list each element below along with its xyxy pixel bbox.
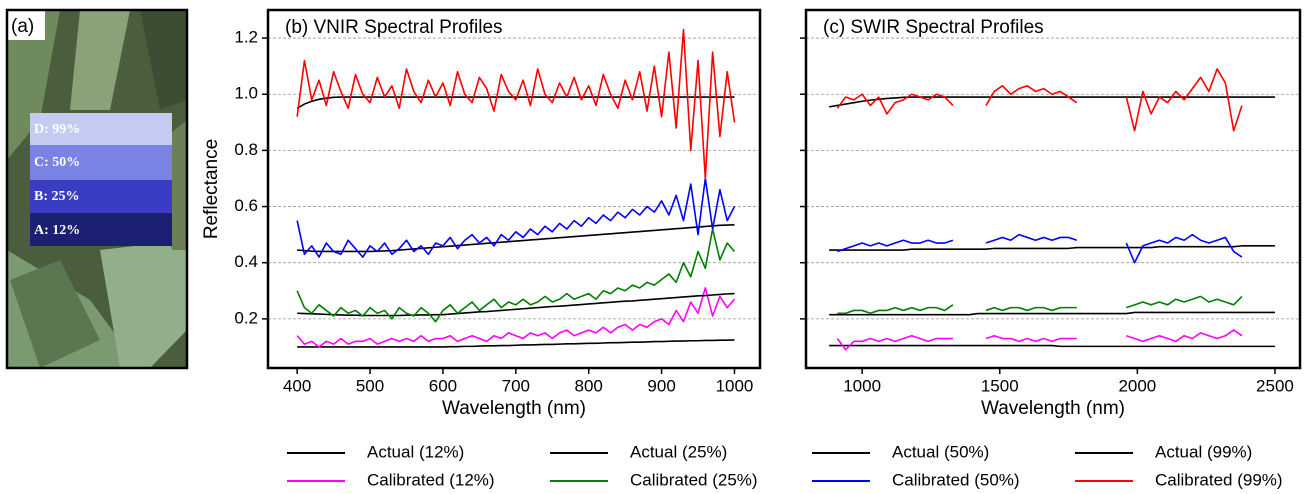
leaf [70,10,130,110]
x-tick-label: 2000 [1118,376,1156,395]
leaf [7,10,60,160]
plot-area [828,68,1275,351]
legend-label: Actual (25%) [630,442,727,461]
x-tick-label: 900 [647,376,675,395]
x-axis-label: Wavelength (nm) [442,398,586,419]
series-line [829,245,1275,251]
x-tick-label: 500 [356,376,384,395]
leaf [100,240,187,368]
legend-label: Actual (50%) [892,442,989,461]
series-line [296,177,736,258]
panel-label-box [7,10,45,40]
series-line [296,28,736,180]
x-tick-label: 2500 [1256,376,1294,395]
leaf [140,10,187,110]
axes-frame [266,8,762,370]
x-tick-label: 1000 [716,376,754,395]
legend-label: Calibrated (25%) [630,470,758,489]
x-tick-label: 1500 [981,376,1019,395]
x-tick-label: 1000 [843,376,881,395]
legend-label: Calibrated (12%) [367,470,495,489]
series-line [297,224,735,253]
photo-panel: D: 99% C: 50% B: 25% A: 12% (a) [5,8,189,370]
x-tick-label: 700 [502,376,530,395]
y-tick-label: 0.2 [234,308,258,327]
series-line [836,68,1243,132]
leaf [10,260,100,368]
y-tick-label: 1.0 [234,84,258,103]
legend-label: Calibrated (50%) [892,470,1020,489]
y-axis-label: Reflectance [201,139,222,239]
plot-area [296,28,736,348]
photo-frame [5,8,189,370]
x-tick-label: 600 [429,376,457,395]
x-tick-label: 800 [575,376,603,395]
series-line [296,228,736,323]
y-tick-label: 1.2 [234,28,258,47]
series-line [829,311,1275,316]
legend-label: Actual (12%) [367,442,464,461]
x-axis-label: Wavelength (nm) [981,398,1125,419]
target-panel [30,180,172,213]
target-panel [30,113,172,145]
series-line [837,233,1243,264]
series-line [828,96,1275,108]
target-panel [30,145,172,180]
target-label: B: 25% [34,189,80,204]
series-line [829,344,1275,348]
chart-title: (c) SWIR Spectral Profiles [823,17,1044,38]
target-label: D: 99% [34,122,80,137]
target-label: C: 50% [34,155,80,170]
series-line [297,339,735,348]
x-tick-label: 400 [283,376,311,395]
series-line [297,292,735,317]
target-panel [30,213,172,246]
legend-label: Actual (99%) [1155,442,1252,461]
y-tick-label: 0.4 [234,252,258,271]
series-line [296,287,736,348]
axes-frame [804,8,1302,370]
legend-label: Calibrated (99%) [1155,470,1283,489]
target-label: A: 12% [34,223,80,238]
series-line [296,96,735,109]
y-tick-label: 0.8 [234,140,258,159]
series-line [836,329,1243,351]
series-line [837,295,1243,315]
y-tick-label: 0.6 [234,196,258,215]
chart-title: (b) VNIR Spectral Profiles [285,17,503,38]
panel-label: (a) [11,16,34,37]
